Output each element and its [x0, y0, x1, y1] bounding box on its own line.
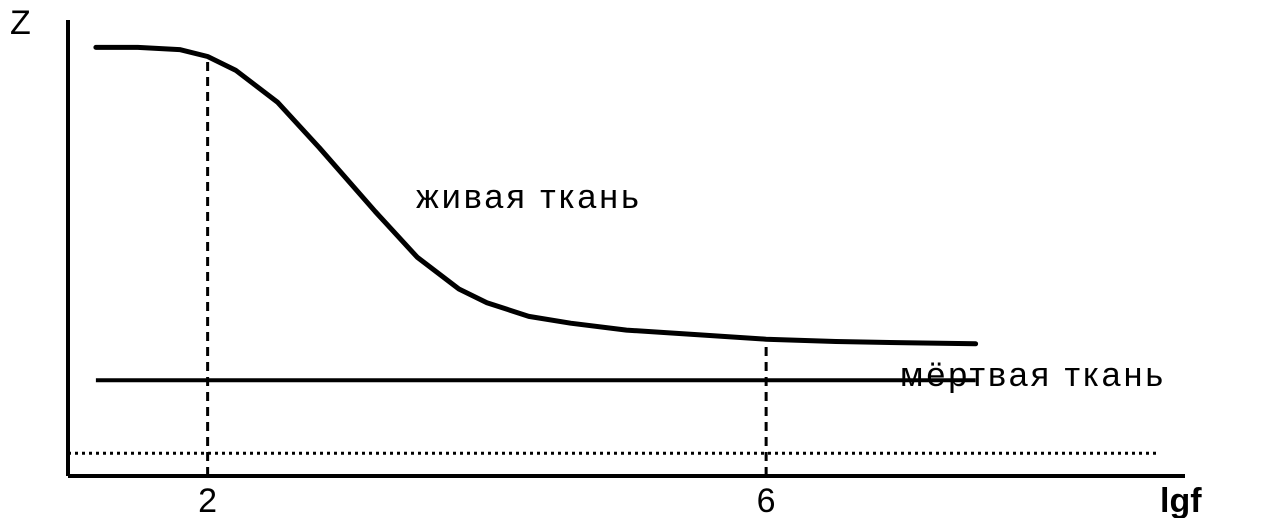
- x-tick-label-6: 6: [757, 482, 776, 518]
- x-tick-label-2: 2: [198, 482, 217, 518]
- series-line-live-tissue: [93, 44, 979, 347]
- y-axis-title: Z: [10, 4, 31, 42]
- label-live-tissue: живая ткань: [416, 178, 642, 216]
- label-dead-tissue: мёртвая ткань: [900, 356, 1166, 394]
- x-axis-title: lgf: [1160, 482, 1202, 518]
